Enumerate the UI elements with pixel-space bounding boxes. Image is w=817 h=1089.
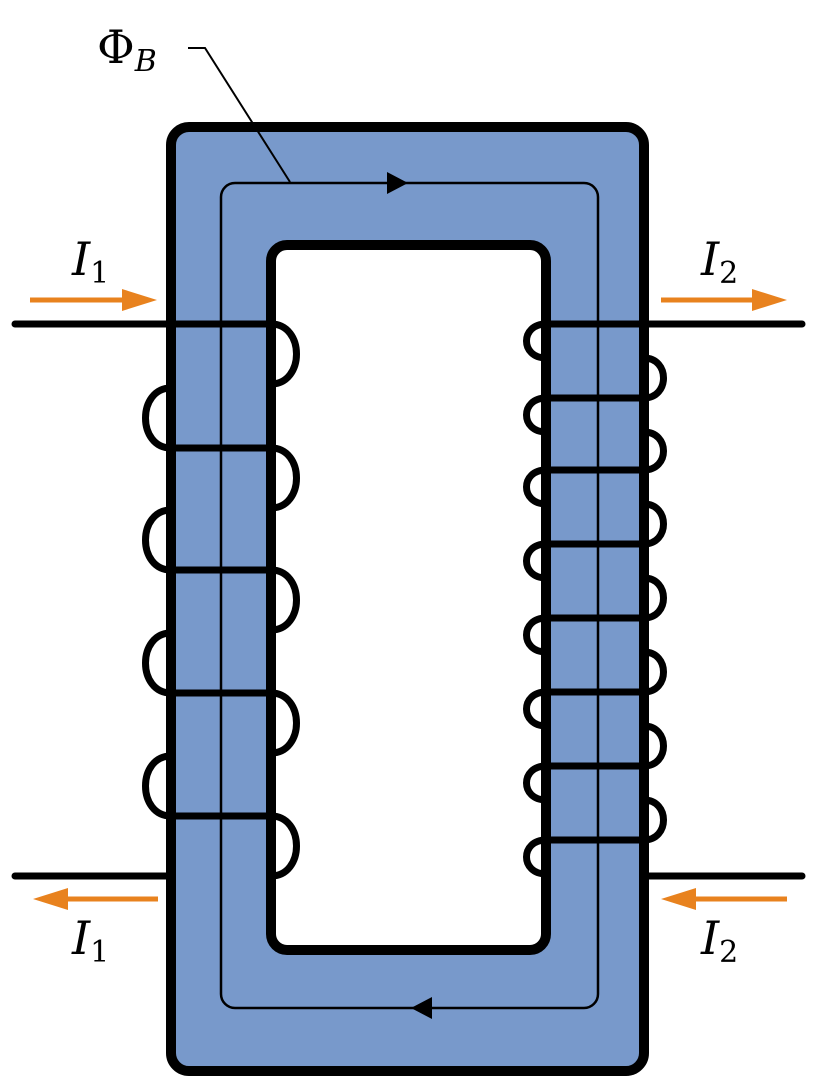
secondary-loop-outer xyxy=(640,574,667,622)
primary-current-in-label: I1 xyxy=(71,232,109,291)
secondary-loop-outer xyxy=(640,722,667,770)
secondary-loop-inner xyxy=(523,688,550,730)
primary-loop-outer xyxy=(142,629,175,697)
primary-loop-inner xyxy=(267,566,300,634)
secondary-loop-inner xyxy=(523,320,550,362)
secondary-loop-inner xyxy=(523,540,550,582)
secondary-loop-outer xyxy=(640,354,667,402)
secondary-current-return-label: I2 xyxy=(700,911,738,970)
secondary-loop-outer xyxy=(640,428,667,474)
secondary-loop-inner xyxy=(523,836,550,878)
primary-loop-inner xyxy=(267,812,300,880)
secondary-loop-inner xyxy=(523,762,550,804)
primary-loop-outer xyxy=(142,752,175,820)
secondary-current-out-label: I2 xyxy=(700,232,738,291)
primary-current-in-arrow xyxy=(30,289,157,311)
flux-label: ΦB xyxy=(97,20,157,79)
flux-path xyxy=(219,181,600,1010)
flux-label-leader xyxy=(188,47,291,183)
secondary-loop-outer xyxy=(640,500,667,548)
secondary-loop-inner xyxy=(523,466,550,508)
primary-loop-outer xyxy=(142,384,175,452)
secondary-loop-outer xyxy=(640,796,667,844)
secondary-loop-inner xyxy=(523,614,550,656)
flux-arrow-top xyxy=(387,172,408,194)
secondary-current-return-arrow xyxy=(661,888,787,910)
secondary-current-out-arrow xyxy=(661,289,787,311)
secondary-loop-outer xyxy=(640,648,667,696)
primary-loop-inner xyxy=(267,689,300,757)
primary-winding xyxy=(11,320,300,880)
core-window xyxy=(266,240,551,955)
primary-current-return-label: I1 xyxy=(71,911,109,970)
secondary-winding xyxy=(523,320,806,880)
flux-arrow-bottom xyxy=(411,997,432,1019)
primary-current-return-arrow xyxy=(33,888,158,910)
primary-loop-outer xyxy=(142,506,175,574)
primary-loop-inner xyxy=(267,320,300,388)
primary-loop-inner xyxy=(267,444,300,512)
secondary-loop-inner xyxy=(523,394,550,436)
